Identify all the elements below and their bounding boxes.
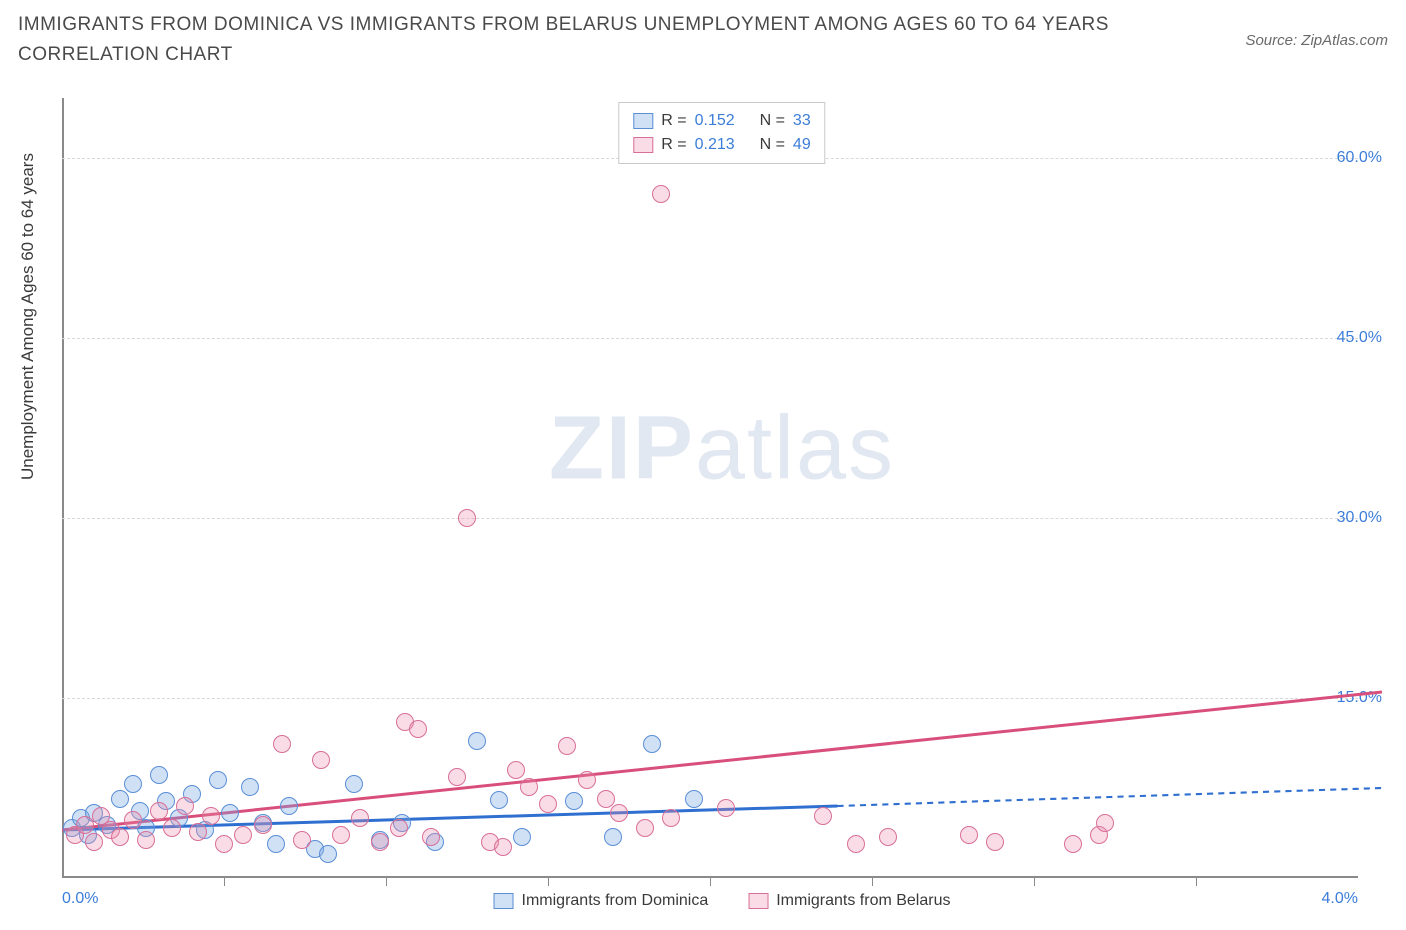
data-point-belarus	[847, 835, 865, 853]
data-point-dominica	[513, 828, 531, 846]
data-point-dominica	[150, 766, 168, 784]
data-point-dominica	[124, 775, 142, 793]
data-point-belarus	[960, 826, 978, 844]
stat-r-belarus: 0.213	[695, 133, 735, 157]
data-point-belarus	[558, 737, 576, 755]
stat-n-label: N =	[760, 133, 785, 157]
data-point-belarus	[202, 807, 220, 825]
x-tick-mark	[548, 878, 549, 886]
x-tick-left: 0.0%	[62, 890, 98, 908]
trend-lines	[62, 98, 1382, 878]
data-point-belarus	[111, 828, 129, 846]
legend-label-belarus: Immigrants from Belarus	[776, 892, 950, 910]
data-point-dominica	[111, 790, 129, 808]
data-point-belarus	[717, 799, 735, 817]
x-tick-mark	[386, 878, 387, 886]
data-point-dominica	[345, 775, 363, 793]
data-point-belarus	[189, 823, 207, 841]
chart-title: IMMIGRANTS FROM DOMINICA VS IMMIGRANTS F…	[18, 10, 1138, 71]
data-point-dominica	[221, 804, 239, 822]
data-point-dominica	[643, 735, 661, 753]
data-point-belarus	[273, 735, 291, 753]
legend-stats-box: R = 0.152 N = 33 R = 0.213 N = 49	[618, 102, 825, 164]
data-point-dominica	[319, 845, 337, 863]
data-point-dominica	[685, 790, 703, 808]
data-point-belarus	[458, 509, 476, 527]
data-point-belarus	[507, 761, 525, 779]
data-point-belarus	[312, 751, 330, 769]
data-point-dominica	[468, 732, 486, 750]
data-point-belarus	[422, 828, 440, 846]
swatch-dominica	[494, 893, 514, 909]
data-point-belarus	[578, 771, 596, 789]
swatch-belarus	[633, 137, 653, 153]
legend-item-dominica: Immigrants from Dominica	[494, 892, 709, 910]
x-tick-mark	[710, 878, 711, 886]
data-point-belarus	[494, 838, 512, 856]
data-point-belarus	[293, 831, 311, 849]
data-point-belarus	[879, 828, 897, 846]
swatch-belarus	[748, 893, 768, 909]
data-point-belarus	[448, 768, 466, 786]
x-tick-mark	[224, 878, 225, 886]
data-point-belarus	[409, 720, 427, 738]
y-axis-label: Unemployment Among Ages 60 to 64 years	[18, 153, 38, 480]
data-point-belarus	[150, 802, 168, 820]
data-point-belarus	[234, 826, 252, 844]
legend-item-belarus: Immigrants from Belarus	[748, 892, 950, 910]
data-point-belarus	[215, 835, 233, 853]
stat-r-label: R =	[661, 133, 686, 157]
data-point-belarus	[390, 819, 408, 837]
data-point-belarus	[332, 826, 350, 844]
chart-plot-area: 15.0%30.0%45.0%60.0% 0.0% 4.0% ZIPatlas …	[62, 98, 1382, 878]
data-point-belarus	[124, 811, 142, 829]
data-point-belarus	[814, 807, 832, 825]
data-point-dominica	[280, 797, 298, 815]
data-point-belarus	[76, 816, 94, 834]
data-point-dominica	[209, 771, 227, 789]
data-point-belarus	[636, 819, 654, 837]
data-point-belarus	[254, 816, 272, 834]
data-point-belarus	[610, 804, 628, 822]
data-point-belarus	[1064, 835, 1082, 853]
x-tick-mark	[1196, 878, 1197, 886]
data-point-dominica	[267, 835, 285, 853]
legend-label-dominica: Immigrants from Dominica	[522, 892, 709, 910]
data-point-belarus	[1096, 814, 1114, 832]
legend-stats-row-dominica: R = 0.152 N = 33	[633, 109, 810, 133]
data-point-belarus	[371, 833, 389, 851]
data-point-belarus	[163, 819, 181, 837]
x-tick-right: 4.0%	[1322, 890, 1358, 908]
stat-n-belarus: 49	[793, 133, 811, 157]
data-point-belarus	[652, 185, 670, 203]
data-point-belarus	[351, 809, 369, 827]
data-point-dominica	[565, 792, 583, 810]
data-point-belarus	[662, 809, 680, 827]
data-point-belarus	[176, 797, 194, 815]
x-tick-mark	[1034, 878, 1035, 886]
x-tick-mark	[872, 878, 873, 886]
data-point-dominica	[241, 778, 259, 796]
data-point-belarus	[85, 833, 103, 851]
data-point-belarus	[597, 790, 615, 808]
data-point-belarus	[520, 778, 538, 796]
swatch-dominica	[633, 113, 653, 129]
data-point-belarus	[539, 795, 557, 813]
data-point-dominica	[604, 828, 622, 846]
legend-bottom: Immigrants from Dominica Immigrants from…	[494, 892, 951, 910]
stat-n-dominica: 33	[793, 109, 811, 133]
stat-r-dominica: 0.152	[695, 109, 735, 133]
data-point-belarus	[986, 833, 1004, 851]
stat-r-label: R =	[661, 109, 686, 133]
source-attribution: Source: ZipAtlas.com	[1245, 32, 1388, 49]
stat-n-label: N =	[760, 109, 785, 133]
data-point-belarus	[137, 831, 155, 849]
data-point-dominica	[490, 791, 508, 809]
legend-stats-row-belarus: R = 0.213 N = 49	[633, 133, 810, 157]
